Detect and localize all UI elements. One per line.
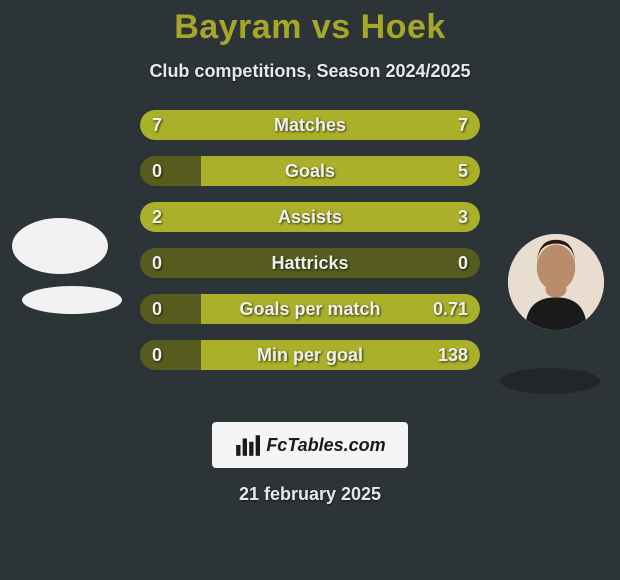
stat-row: 0138Min per goal — [140, 340, 480, 370]
subtitle: Club competitions, Season 2024/2025 — [0, 61, 620, 82]
stat-bars: 77Matches 05Goals 23Assists 00Hattricks 00.7… — [140, 110, 480, 386]
chart-bars-icon — [234, 432, 260, 458]
stat-label: Hattricks — [140, 248, 480, 278]
stat-label: Goals per match — [140, 294, 480, 324]
stat-label: Matches — [140, 110, 480, 140]
stat-row: 00.71Goals per match — [140, 294, 480, 324]
brand-text: FcTables.com — [266, 435, 385, 456]
player-2-avatar-shadow — [500, 368, 600, 394]
comparison-stage: 77Matches 05Goals 23Assists 00Hattricks 00.7… — [0, 110, 620, 410]
stat-row: 00Hattricks — [140, 248, 480, 278]
player-1-avatar-placeholder — [12, 218, 108, 274]
stat-label: Min per goal — [140, 340, 480, 370]
player-2-avatar — [508, 234, 604, 330]
player-1-avatar-shadow — [22, 286, 122, 314]
stat-row: 23Assists — [140, 202, 480, 232]
stat-row: 05Goals — [140, 156, 480, 186]
vs-word: vs — [312, 8, 351, 46]
player-2-name: Hoek — [361, 8, 446, 46]
stat-row: 77Matches — [140, 110, 480, 140]
stat-label: Goals — [140, 156, 480, 186]
player-1-name: Bayram — [174, 8, 302, 46]
brand-badge: FcTables.com — [212, 422, 408, 468]
date-text: 21 february 2025 — [0, 484, 620, 505]
comparison-title: Bayram vs Hoek — [0, 0, 620, 47]
stat-label: Assists — [140, 202, 480, 232]
person-silhouette-icon — [508, 234, 604, 330]
